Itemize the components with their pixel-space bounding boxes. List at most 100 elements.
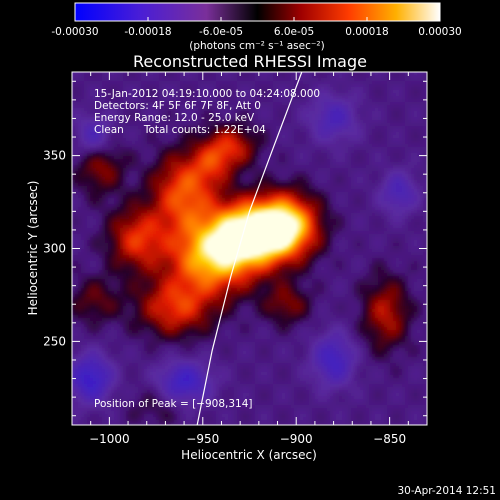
heatmap-cell: [330, 123, 334, 127]
heatmap-cell: [336, 114, 340, 118]
heatmap-cell: [333, 195, 337, 199]
heatmap-cell: [351, 99, 355, 103]
heatmap-cell: [348, 192, 352, 196]
heatmap-cell: [246, 120, 250, 124]
heatmap-cell: [111, 123, 115, 127]
heatmap-cell: [84, 102, 88, 106]
heatmap-cell: [324, 150, 328, 154]
heatmap-cell: [168, 93, 172, 97]
heatmap-cell: [366, 174, 370, 178]
heatmap-cell: [114, 120, 118, 124]
heatmap-cell: [252, 186, 256, 190]
heatmap-cell: [114, 81, 118, 85]
heatmap-cell: [201, 195, 205, 199]
heatmap-cell: [330, 156, 334, 160]
heatmap-cell: [372, 189, 376, 193]
heatmap-cell: [174, 144, 178, 148]
heatmap-cell: [213, 195, 217, 199]
heatmap-cell: [297, 105, 301, 109]
heatmap-cell: [105, 138, 109, 142]
heatmap-cell: [405, 99, 409, 103]
heatmap-cell: [267, 165, 271, 169]
heatmap-cell: [261, 156, 265, 160]
heatmap-cell: [213, 108, 217, 112]
heatmap-cell: [117, 102, 121, 106]
heatmap-cell: [78, 96, 82, 100]
heatmap-cell: [126, 138, 130, 142]
heatmap-cell: [108, 114, 112, 118]
heatmap-cell: [312, 195, 316, 199]
heatmap-cell: [195, 120, 199, 124]
heatmap-cell: [384, 84, 388, 88]
heatmap-cell: [399, 84, 403, 88]
heatmap-cell: [369, 99, 373, 103]
heatmap-cell: [369, 189, 373, 193]
heatmap-cell: [273, 153, 277, 157]
heatmap-cell: [360, 138, 364, 142]
heatmap-cell: [126, 192, 130, 196]
heatmap-cell: [249, 108, 253, 112]
heatmap-cell: [162, 96, 166, 100]
heatmap-cell: [168, 174, 172, 178]
heatmap-cell: [414, 177, 418, 181]
heatmap-cell: [144, 147, 148, 151]
heatmap-cell: [378, 114, 382, 118]
heatmap-cell: [102, 87, 106, 91]
heatmap-cell: [372, 84, 376, 88]
heatmap-cell: [378, 123, 382, 127]
heatmap-cell: [195, 186, 199, 190]
heatmap-cell: [81, 180, 85, 184]
heatmap-cell: [288, 123, 292, 127]
heatmap-cell: [210, 105, 214, 109]
heatmap-cell: [75, 84, 79, 88]
heatmap-cell: [396, 111, 400, 115]
heatmap-cell: [108, 117, 112, 121]
heatmap-cell: [99, 150, 103, 154]
heatmap-cell: [183, 135, 187, 139]
heatmap-cell: [258, 129, 262, 133]
heatmap-cell: [186, 72, 190, 76]
heatmap-cell: [219, 144, 223, 148]
heatmap-cell: [111, 135, 115, 139]
heatmap-cell: [138, 96, 142, 100]
heatmap-cell: [126, 189, 130, 193]
heatmap-cell: [402, 180, 406, 184]
heatmap-cell: [360, 168, 364, 172]
heatmap-cell: [192, 87, 196, 91]
heatmap-cell: [135, 135, 139, 139]
heatmap-cell: [237, 126, 241, 130]
heatmap-cell: [417, 87, 421, 91]
heatmap-cell: [90, 180, 94, 184]
heatmap-cell: [174, 141, 178, 145]
heatmap-cell: [279, 105, 283, 109]
heatmap-cell: [273, 156, 277, 160]
heatmap-cell: [201, 129, 205, 133]
heatmap-cell: [123, 174, 127, 178]
heatmap-cell: [249, 135, 253, 139]
heatmap-cell: [387, 135, 391, 139]
heatmap-cell: [117, 129, 121, 133]
heatmap-cell: [222, 87, 226, 91]
heatmap-cell: [309, 93, 313, 97]
heatmap-cell: [234, 75, 238, 79]
heatmap-cell: [282, 90, 286, 94]
heatmap-cell: [366, 120, 370, 124]
heatmap-cell: [240, 72, 244, 76]
heatmap-cell: [87, 150, 91, 154]
heatmap-cell: [219, 195, 223, 199]
heatmap-cell: [219, 90, 223, 94]
heatmap-cell: [411, 114, 415, 118]
heatmap-cell: [414, 135, 418, 139]
heatmap-cell: [165, 192, 169, 196]
heatmap-cell: [300, 135, 304, 139]
heatmap-cell: [201, 117, 205, 121]
heatmap-cell: [174, 138, 178, 142]
heatmap-cell: [222, 150, 226, 154]
heatmap-cell: [150, 156, 154, 160]
heatmap-cell: [243, 78, 247, 82]
heatmap-cell: [72, 138, 76, 142]
heatmap-cell: [297, 144, 301, 148]
heatmap-cell: [303, 141, 307, 145]
heatmap-cell: [255, 111, 259, 115]
heatmap-cell: [384, 135, 388, 139]
